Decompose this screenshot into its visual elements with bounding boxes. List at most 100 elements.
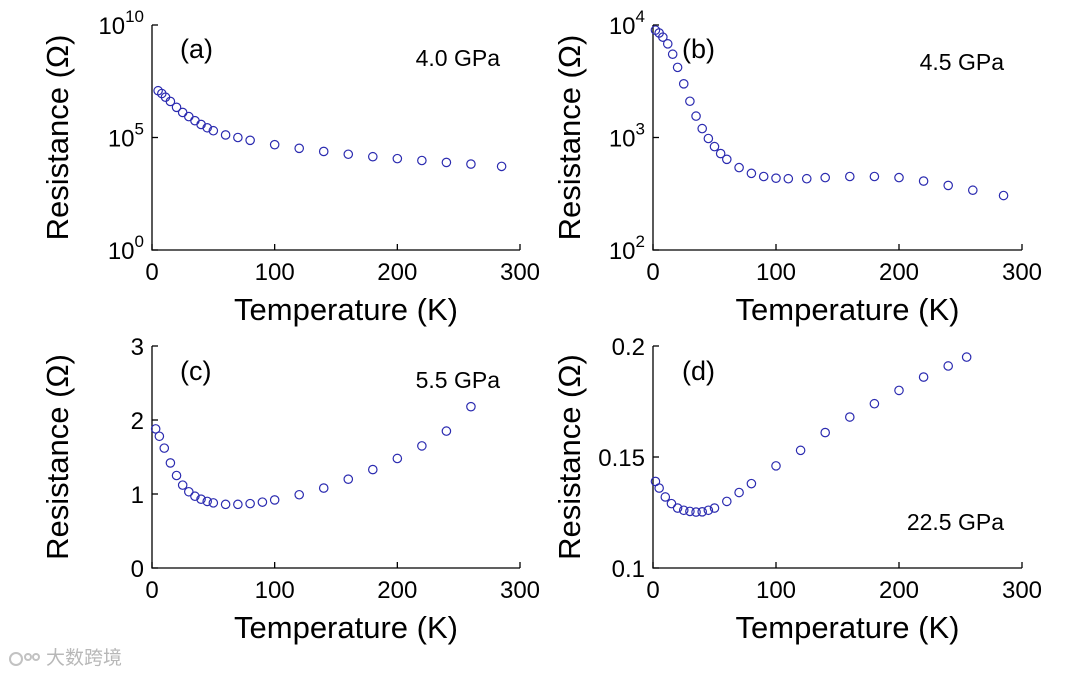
data-point xyxy=(202,122,212,133)
data-point xyxy=(220,130,231,140)
x-tick-label: 100 xyxy=(255,577,295,604)
x-tick-label: 0 xyxy=(646,259,659,286)
data-point xyxy=(691,111,701,121)
data-point xyxy=(721,154,732,165)
data-point xyxy=(844,171,855,182)
data-point xyxy=(171,470,182,481)
panel-label: (b) xyxy=(682,34,715,64)
data-point xyxy=(392,453,403,464)
y-tick-label: 0.15 xyxy=(598,445,645,472)
data-point xyxy=(318,146,329,157)
x-axis-label: Temperature (K) xyxy=(736,610,960,645)
panel-label: (c) xyxy=(180,356,211,386)
data-point xyxy=(869,171,880,182)
data-point xyxy=(233,499,243,510)
x-tick-label: 300 xyxy=(1002,577,1042,604)
data-point xyxy=(466,159,476,169)
data-point xyxy=(318,483,329,493)
pressure-annotation: 22.5 GPa xyxy=(907,509,1004,535)
data-point xyxy=(783,173,794,184)
watermark-logo-icon xyxy=(9,651,40,666)
x-tick-label: 0 xyxy=(646,577,659,604)
data-point xyxy=(658,32,668,42)
data-point xyxy=(343,474,354,484)
data-point xyxy=(703,505,714,516)
data-point xyxy=(233,132,243,143)
y-tick-label: 103 xyxy=(609,120,645,153)
x-tick-label: 300 xyxy=(500,259,540,286)
data-point xyxy=(177,480,188,490)
data-point xyxy=(417,441,427,451)
data-point xyxy=(202,496,212,507)
data-point xyxy=(367,464,378,475)
x-tick-label: 0 xyxy=(145,259,158,286)
data-point xyxy=(654,483,664,493)
data-point xyxy=(869,398,880,409)
data-point xyxy=(771,461,781,471)
data-point xyxy=(746,478,757,489)
data-point xyxy=(392,153,403,164)
data-point xyxy=(918,372,929,382)
data-point xyxy=(943,361,953,371)
pressure-annotation: 5.5 GPa xyxy=(416,367,501,393)
data-point xyxy=(184,486,194,497)
data-point xyxy=(154,431,165,442)
data-point xyxy=(820,172,830,183)
data-point xyxy=(697,507,707,517)
data-point xyxy=(691,507,701,517)
data-point xyxy=(758,171,769,182)
pressure-annotation: 4.0 GPa xyxy=(416,45,501,71)
x-tick-label: 200 xyxy=(377,259,417,286)
data-point xyxy=(245,135,255,146)
y-tick-label: 0 xyxy=(131,556,144,583)
y-axis-label: Resistance (Ω) xyxy=(40,35,75,241)
data-point xyxy=(685,96,695,107)
y-tick-label: 104 xyxy=(609,7,645,40)
data-point xyxy=(496,161,507,172)
data-point xyxy=(667,49,678,60)
data-point xyxy=(678,79,689,89)
panel-label: (d) xyxy=(682,356,715,386)
data-point xyxy=(678,505,689,516)
y-axis-label: Resistance (Ω) xyxy=(552,35,587,241)
panel-c: 0 100 200 300 0 1 2 3 Temperature (K) Resistance … xyxy=(40,334,540,645)
data-point xyxy=(441,426,452,436)
panel-b: 0 100 200 300 102 103 104 Temperature (K) Resist… xyxy=(552,7,1042,327)
data-point xyxy=(666,498,677,509)
data-point xyxy=(184,111,194,122)
y-tick-label: 0.2 xyxy=(612,334,645,361)
data-point xyxy=(844,412,855,422)
data-point xyxy=(165,458,176,468)
data-point xyxy=(961,352,972,362)
data-point xyxy=(441,157,452,168)
data-point xyxy=(177,107,188,118)
y-tick-label: 100 xyxy=(108,232,144,265)
x-tick-label: 200 xyxy=(879,259,919,286)
data-point xyxy=(746,168,757,179)
data-point xyxy=(703,133,714,144)
x-axis-label: Temperature (K) xyxy=(234,610,458,645)
y-tick-label: 1010 xyxy=(98,7,144,40)
x-tick-label: 300 xyxy=(1002,259,1042,286)
data-point xyxy=(709,141,720,152)
x-axis-label: Temperature (K) xyxy=(736,292,960,327)
data-point xyxy=(721,496,732,507)
data-point xyxy=(245,498,255,509)
panel-label: (a) xyxy=(180,34,213,64)
data-point xyxy=(943,180,953,191)
data-point xyxy=(294,143,304,154)
data-point xyxy=(417,155,427,166)
data-point xyxy=(660,492,671,502)
x-tick-label: 0 xyxy=(145,577,158,604)
data-point xyxy=(150,424,161,434)
data-point xyxy=(294,489,304,500)
y-tick-label: 2 xyxy=(131,408,144,435)
data-point xyxy=(159,443,170,453)
data-point xyxy=(771,173,781,183)
data-point xyxy=(795,445,806,456)
data-point xyxy=(269,495,280,505)
y-tick-label: 102 xyxy=(609,232,645,265)
data-point xyxy=(894,385,904,396)
data-point xyxy=(672,62,683,73)
data-point xyxy=(190,491,200,502)
